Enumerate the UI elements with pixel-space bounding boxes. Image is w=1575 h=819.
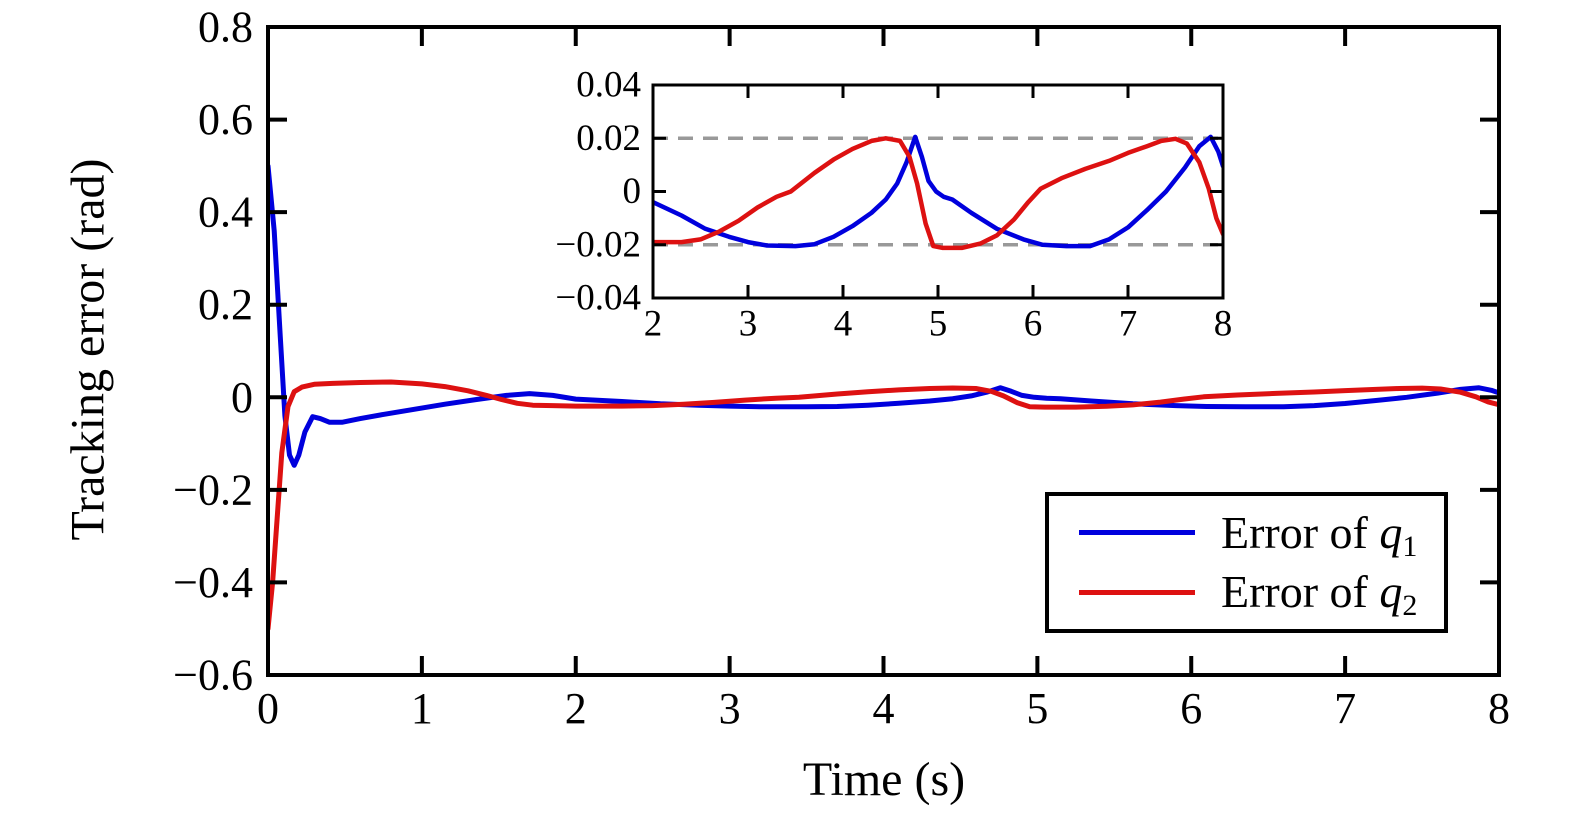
legend-box: Error of q1 Error of q2	[1045, 492, 1448, 633]
x-tick-label: 4	[834, 304, 853, 345]
legend-label-q1-sub: 1	[1402, 529, 1418, 563]
legend-label-q2-sub: 2	[1402, 589, 1418, 623]
legend-label-q1-var: q	[1379, 506, 1403, 558]
x-tick-label: 7	[1119, 304, 1138, 345]
x-tick-label: 8	[1488, 684, 1510, 733]
y-tick-label: −0.4	[173, 558, 253, 607]
y-tick-label: 0	[231, 373, 253, 422]
y-tick-label: 0.6	[198, 95, 253, 144]
inset-plot-curve-error-of-q2	[653, 136, 1223, 251]
main-plot-curve-error-of-q1	[268, 163, 1499, 468]
x-axis-label: Time (s)	[802, 753, 966, 806]
x-tick-label: 4	[873, 684, 895, 733]
y-axis-label: Tracking error (rad)	[61, 158, 115, 541]
y-tick-label: 0.8	[198, 3, 253, 52]
x-tick-label: 5	[1026, 684, 1048, 733]
legend-item-q2: Error of q2	[1049, 566, 1444, 621]
legend-line-q1	[1079, 530, 1195, 536]
x-tick-label: 5	[929, 304, 948, 345]
legend-label-q1-prefix: Error of	[1221, 506, 1380, 558]
x-tick-label: 6	[1180, 684, 1202, 733]
y-tick-label: −0.6	[173, 651, 253, 700]
legend-item-q1: Error of q1	[1049, 506, 1444, 561]
y-tick-label: −0.04	[555, 278, 641, 319]
y-tick-label: 0.2	[198, 280, 253, 329]
x-tick-label: 3	[719, 684, 741, 733]
y-tick-label: −0.02	[555, 224, 641, 265]
main-plot-curve-error-of-q2	[268, 379, 1499, 632]
inset-plot-curve-error-of-q1	[653, 134, 1223, 249]
legend-label-q1: Error of q1	[1221, 506, 1417, 561]
x-tick-label: 6	[1024, 304, 1043, 345]
legend-label-q2-prefix: Error of	[1221, 566, 1380, 618]
y-tick-label: 0.4	[198, 188, 253, 237]
legend-label-q2: Error of q2	[1221, 566, 1417, 621]
legend-line-q2	[1079, 589, 1195, 595]
inset-plot: 2 3 4 5 6 7 8 −0.04 −0.02 0 0.02 0.04	[555, 65, 1233, 345]
y-tick-label: 0.04	[576, 65, 641, 106]
legend-label-q2-var: q	[1379, 566, 1403, 618]
x-tick-label: 2	[565, 684, 587, 733]
y-tick-label: 0	[623, 171, 642, 212]
x-tick-label: 0	[257, 684, 279, 733]
x-tick-label: 8	[1214, 304, 1233, 345]
y-tick-label: −0.2	[173, 465, 253, 514]
x-tick-label: 7	[1334, 684, 1356, 733]
x-tick-label: 3	[739, 304, 758, 345]
main-plot: 0 1 2 3 4 5 6 7 8 −0.6 −0.4 −0.2 0 0.2 0.4 0.6 0.8	[173, 3, 1510, 734]
y-tick-label: 0.02	[576, 118, 641, 159]
x-tick-label: 2	[644, 304, 663, 345]
x-tick-label: 1	[411, 684, 433, 733]
